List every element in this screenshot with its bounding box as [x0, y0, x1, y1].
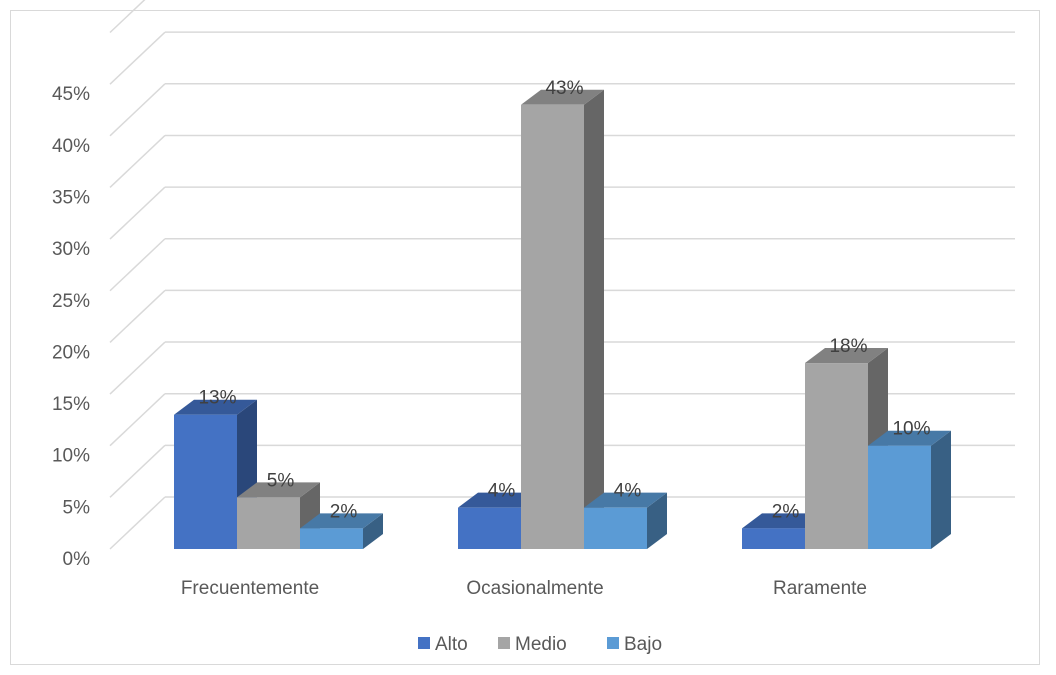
bar-bajo-0	[300, 513, 383, 549]
data-label: 10%	[892, 419, 930, 440]
y-tick-label: 30%	[52, 239, 90, 260]
bar-front	[174, 414, 237, 549]
bar-front	[237, 497, 300, 549]
legend-swatch	[498, 637, 510, 649]
gridline-side	[109, 444, 166, 498]
y-tick-label: 20%	[52, 342, 90, 363]
bar-bajo-1	[584, 492, 667, 549]
bar-front	[584, 507, 647, 549]
bar-top	[237, 482, 320, 498]
category-label: Frecuentemente	[181, 578, 319, 599]
bar-top	[521, 89, 604, 105]
legend: Alto Medio Bajo	[418, 634, 662, 655]
bar-medio-1	[521, 89, 604, 549]
category-label: Raramente	[773, 578, 867, 599]
gridline-side	[109, 393, 166, 447]
bar-top	[300, 513, 383, 529]
data-label: 13%	[198, 388, 236, 409]
data-label: 4%	[488, 481, 516, 502]
y-tick-label: 45%	[52, 84, 90, 105]
gridline-side	[109, 496, 166, 550]
category-label: Ocasionalmente	[466, 578, 603, 599]
y-tick-label: 25%	[52, 291, 90, 312]
legend-label: Medio	[515, 634, 567, 655]
gridline-side	[109, 83, 166, 137]
bar-front	[458, 507, 521, 549]
bar-side	[931, 430, 951, 549]
data-label: 2%	[772, 501, 800, 522]
data-label: 18%	[829, 336, 867, 357]
bar-side	[584, 89, 604, 549]
legend-label: Alto	[435, 634, 468, 655]
bar-front	[868, 445, 931, 549]
legend-swatch	[418, 637, 430, 649]
bar-side	[647, 492, 667, 549]
bar-alto-1	[458, 492, 541, 549]
bars	[174, 89, 951, 549]
data-label: 5%	[267, 470, 295, 491]
legend-swatch	[607, 637, 619, 649]
gridline-side	[109, 31, 166, 85]
bar-front	[742, 528, 805, 549]
bar-top	[458, 492, 541, 508]
legend-label: Bajo	[624, 634, 662, 655]
y-tick-label: 0%	[63, 549, 91, 570]
bar-bajo-2	[868, 430, 951, 549]
y-tick-label: 15%	[52, 394, 90, 415]
bar-top	[805, 348, 888, 364]
bar-top	[584, 492, 667, 508]
x-axis-categories: Frecuentemente Ocasionalmente Raramente	[181, 578, 867, 599]
bar-front	[805, 363, 868, 549]
gridline-side	[109, 134, 166, 188]
bar-top	[868, 430, 951, 446]
bar-top	[742, 513, 825, 529]
gridline-side	[109, 0, 146, 34]
gridline-side	[109, 186, 166, 240]
data-labels: 13% 5% 2% 4% 43% 4% 2% 18% 10%	[198, 78, 930, 523]
data-label: 43%	[545, 78, 583, 99]
data-label: 4%	[614, 481, 642, 502]
bar-side	[363, 513, 383, 549]
bar-top	[174, 399, 257, 415]
bar-front	[300, 528, 363, 549]
y-tick-label: 5%	[63, 497, 91, 518]
gridline-side	[109, 238, 166, 292]
data-label: 2%	[330, 501, 358, 522]
y-axis-ticks: 0% 5% 10% 15% 20% 25% 30% 35% 40% 45%	[52, 84, 90, 570]
y-tick-label: 35%	[52, 187, 90, 208]
bar-front	[521, 104, 584, 549]
y-tick-label: 40%	[52, 136, 90, 157]
y-tick-label: 10%	[52, 446, 90, 467]
gridline-side	[109, 341, 166, 395]
gridline-side	[109, 289, 166, 343]
